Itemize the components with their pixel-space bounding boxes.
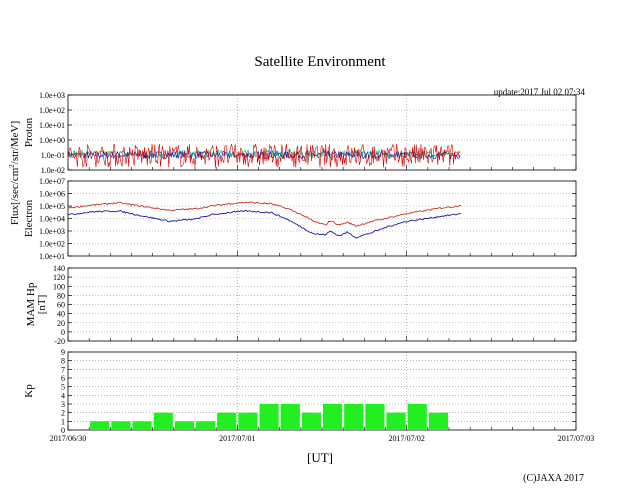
y-tick-label: 0 <box>61 426 65 435</box>
y-tick-label: 1.0e-02 <box>41 166 65 175</box>
y-tick-label: 1.0e+05 <box>39 202 65 211</box>
y-tick-label: 1 <box>61 417 65 426</box>
y-tick-label: 1.0e+01 <box>39 121 65 130</box>
panel-ylabel: Kp <box>23 384 35 398</box>
x-tick-label: 2017/07/01 <box>219 434 255 443</box>
y-tick-label: 9 <box>61 348 65 357</box>
y-tick-label: 1.0e+03 <box>39 227 65 236</box>
panel-frame <box>67 351 577 431</box>
kp-bar <box>407 404 427 430</box>
y-tick-label: 1.0e+01 <box>39 252 65 261</box>
kp-bar <box>132 421 152 430</box>
y-tick-label: 40 <box>57 310 65 319</box>
y-tick-label: 3 <box>61 400 65 409</box>
x-tick-label: 2017/06/30 <box>50 434 86 443</box>
panel-ylabel: MAM Hp <box>25 282 37 326</box>
kp-bar <box>280 404 300 430</box>
kp-bar <box>259 404 279 430</box>
kp-bar <box>323 404 343 430</box>
kp-bar <box>111 421 131 430</box>
y-tick-label: 5 <box>61 383 65 392</box>
y-tick-label: 1.0e+04 <box>39 215 65 224</box>
y-tick-label: 4 <box>61 391 65 400</box>
y-tick-label: 8 <box>61 357 65 366</box>
y-tick-label: 100 <box>53 282 65 291</box>
y-tick-label: 2 <box>61 409 65 418</box>
kp-bar <box>90 421 110 430</box>
panel-ylabel-unit: [nT] <box>36 295 48 315</box>
y-tick-label: 60 <box>57 301 65 310</box>
x-tick-label: 2017/07/03 <box>558 434 594 443</box>
x-axis-title: [UT] <box>307 450 333 465</box>
panel-frame <box>67 180 577 257</box>
y-tick-label: -20 <box>54 337 65 346</box>
kp-bar <box>301 412 321 430</box>
panel-frame <box>67 94 577 171</box>
y-tick-label: 0 <box>61 328 65 337</box>
x-tick-label: 2017/07/02 <box>388 434 424 443</box>
electron-series-blue <box>67 209 461 239</box>
panel-proton: 1.0e+03 1.0e+02 1.0e+01 1.0e+00 1.0e-01 1.0e-… <box>23 91 577 175</box>
electron-series-red <box>67 201 461 228</box>
update-timestamp: update:2017 Jul 02 07:34 <box>494 87 586 97</box>
kp-bar <box>428 412 448 430</box>
copyright-label: (C)JAXA 2017 <box>523 473 584 484</box>
y-tick-label: 7 <box>61 365 65 374</box>
proton-series-red <box>67 143 461 168</box>
y-tick-label: 140 <box>53 264 65 273</box>
kp-bar <box>196 421 216 430</box>
panel-ylabel: Proton <box>23 117 35 147</box>
y-tick-label: 1.0e-01 <box>41 151 65 160</box>
y-tick-label: 1.0e+06 <box>39 190 65 199</box>
y-tick-label: 20 <box>57 319 65 328</box>
y-tick-label: 1.0e+03 <box>39 91 65 100</box>
y-tick-label: 1.0e+02 <box>39 106 65 115</box>
panel-ylabel: Electron <box>23 199 35 237</box>
y-tick-label: 80 <box>57 291 65 300</box>
kp-bar <box>153 412 173 430</box>
flux-axis-label: Flux[/sec/cm2/str/MeV] <box>8 121 21 225</box>
kp-bar <box>344 404 364 430</box>
panel-frame <box>67 267 577 342</box>
y-tick-label: 6 <box>61 374 65 383</box>
kp-bar <box>217 412 237 430</box>
kp-bar <box>386 412 406 430</box>
chart-title: Satellite Environment <box>254 54 386 70</box>
kp-bar <box>174 421 194 430</box>
y-tick-label: 1.0e+00 <box>39 136 65 145</box>
y-tick-label: 120 <box>53 273 65 282</box>
kp-bar <box>238 412 258 430</box>
y-tick-label: 1.0e+02 <box>39 240 65 249</box>
panel-electron: 1.0e+07 1.0e+06 1.0e+05 1.0e+04 1.0e+03 1.0e+… <box>23 177 577 261</box>
kp-bar <box>365 404 385 430</box>
chart-panels: 1.0e+03 1.0e+02 1.0e+01 1.0e+00 1.0e-01 1.0e-… <box>23 91 594 443</box>
y-tick-label: 1.0e+07 <box>39 177 65 186</box>
